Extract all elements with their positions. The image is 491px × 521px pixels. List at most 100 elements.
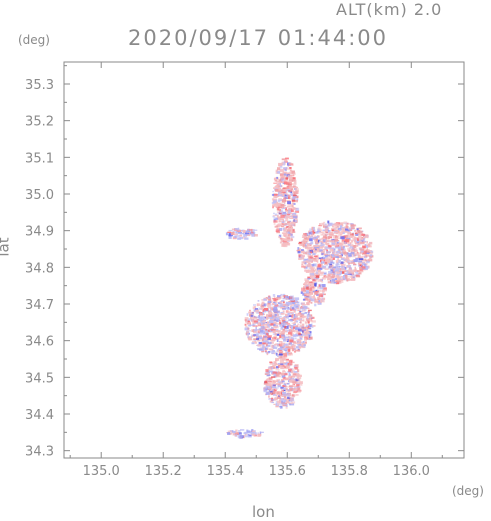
echo-cell [284, 175, 286, 179]
echo-cell [288, 179, 294, 182]
echo-cell [344, 231, 349, 233]
echo-cell [347, 265, 352, 268]
echo-cell [262, 303, 266, 307]
echo-cell [350, 261, 354, 263]
echo-cell [288, 385, 293, 388]
echo-cell [284, 159, 287, 162]
echo-cell [304, 321, 307, 325]
echo-cell [319, 244, 323, 247]
echo-cell [292, 302, 295, 305]
echo-cell [272, 190, 275, 193]
echo-cell [276, 383, 279, 385]
echo-cell [355, 270, 359, 274]
echo-cell [353, 263, 357, 265]
echo-cell [312, 263, 317, 266]
echo-cell [239, 234, 243, 237]
echo-cell [296, 349, 301, 352]
echo-cell [272, 294, 276, 297]
echo-cell [281, 334, 286, 337]
echo-cell [290, 228, 295, 232]
echo-cell [291, 226, 293, 229]
echo-cell [288, 180, 292, 182]
echo-cell [267, 323, 270, 327]
echo-cell [343, 221, 348, 224]
echo-cell [291, 299, 295, 303]
echo-cell [275, 363, 278, 366]
echo-cell [350, 251, 355, 255]
echo-cell [288, 368, 292, 372]
echo-cell [295, 394, 299, 396]
echo-cell [266, 314, 269, 318]
echo-cell [349, 227, 352, 230]
echo-cell [266, 343, 268, 346]
echo-cell [366, 240, 368, 244]
echo-cell [273, 366, 275, 369]
echo-cell [317, 267, 321, 269]
echo-cell [355, 245, 359, 247]
echo-cell [277, 228, 283, 231]
echo-cell [363, 252, 367, 256]
echo-cell [298, 332, 301, 335]
echo-cell [364, 263, 367, 267]
echo-cell [288, 345, 294, 349]
echo-cell [251, 430, 256, 433]
echo-cell [331, 229, 336, 232]
echo-cell [269, 361, 273, 363]
echo-cell [278, 234, 282, 238]
echo-cell [303, 237, 306, 240]
echo-cell [308, 300, 311, 303]
echo-cell [368, 245, 372, 248]
echo-cell [306, 286, 309, 290]
echo-cell [317, 227, 321, 230]
echo-cell [293, 342, 299, 344]
echo-cell [276, 187, 281, 191]
echo-cell [289, 217, 294, 219]
echo-cell [318, 300, 322, 304]
echo-cell [338, 243, 341, 245]
echo-cell [285, 218, 289, 222]
echo-cell [355, 258, 360, 260]
echo-cell [289, 388, 294, 390]
echo-cell [321, 240, 324, 243]
echo-cell [256, 332, 260, 335]
echo-cell [283, 173, 287, 176]
echo-cell [279, 364, 283, 368]
echo-cell [290, 235, 295, 239]
echo-cell [272, 386, 277, 388]
echo-cell [325, 237, 327, 241]
echo-cell [274, 213, 278, 216]
echo-cell [353, 259, 358, 263]
echo-cell [235, 231, 238, 234]
echo-cell [273, 195, 277, 199]
echo-cell [323, 242, 327, 244]
y-tick-label: 35.3 [25, 78, 54, 93]
echo-cell [317, 264, 322, 268]
echo-cell [289, 361, 292, 365]
echo-cell [290, 362, 293, 366]
echo-cell [252, 323, 255, 326]
echo-cell [356, 259, 361, 262]
echo-cell [298, 327, 301, 329]
echo-cell [364, 235, 369, 238]
echo-cell [263, 313, 265, 316]
echo-cell [293, 185, 296, 188]
echo-cell [287, 316, 290, 319]
echo-cell [368, 243, 372, 245]
echo-cell [262, 308, 265, 312]
echo-cell [252, 325, 257, 327]
echo-cell [349, 252, 352, 255]
echo-cell [302, 244, 305, 247]
echo-cell [334, 254, 338, 256]
echo-cell [312, 250, 317, 254]
echo-cell [326, 230, 331, 233]
echo-cell [286, 364, 291, 368]
echo-cell [257, 434, 261, 437]
echo-cell [277, 200, 281, 203]
echo-cell [283, 168, 288, 170]
echo-cell [265, 347, 268, 350]
echo-cell [282, 187, 287, 189]
echo-cell [287, 237, 291, 240]
echo-cell [294, 304, 297, 307]
echo-cell [362, 245, 366, 249]
echo-cell [270, 322, 273, 326]
